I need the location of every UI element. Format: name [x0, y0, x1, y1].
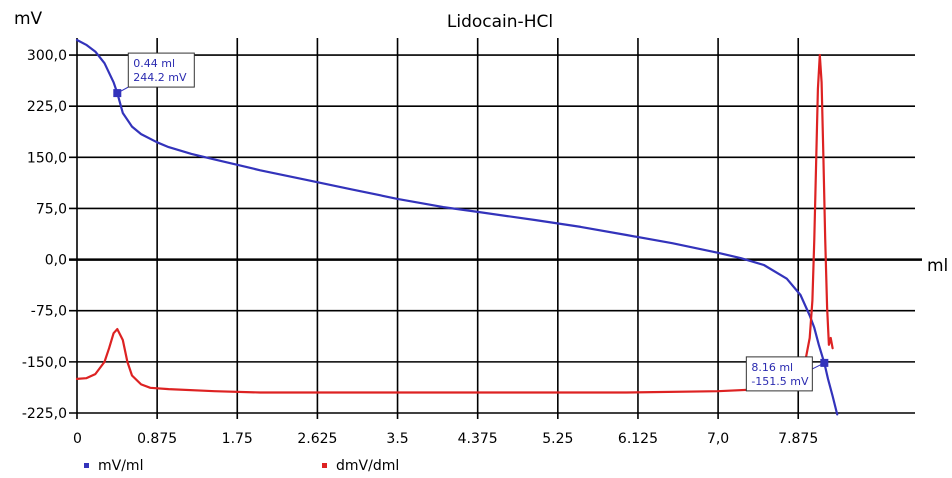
series-line-mv-per-ml	[75, 38, 839, 416]
annotation-leader	[812, 362, 825, 370]
y-tick-label: 150,0	[27, 150, 67, 166]
x-tick-label: 7,0	[707, 431, 729, 447]
series-line-dmv-per-dml	[75, 53, 834, 394]
y-tick-label: -75,0	[31, 304, 67, 320]
legend: mV/ml dmV/dml	[84, 458, 399, 474]
series-layer	[75, 38, 839, 416]
legend-label: mV/ml	[98, 458, 143, 474]
annotation-box	[745, 356, 813, 392]
legend-swatch	[84, 463, 89, 468]
annotation-potential: 244.2 mV	[133, 71, 187, 84]
annotation-volume: 0.44 ml	[133, 57, 175, 70]
x-tick-label: 5.25	[542, 431, 573, 447]
y-tick-label: 75,0	[36, 201, 67, 217]
legend-label: dmV/dml	[336, 458, 399, 474]
annotation-leader	[117, 86, 129, 94]
x-tick-label: 4.375	[458, 431, 498, 447]
legend-swatch	[322, 463, 327, 468]
horizontal-gridlines	[69, 54, 915, 414]
y-tick-label: 300,0	[27, 48, 67, 64]
y-tick-label: 225,0	[27, 99, 67, 115]
x-tick-label: 2.625	[297, 431, 337, 447]
x-axis-unit: ml	[927, 256, 948, 276]
marker-layer	[113, 89, 829, 367]
x-tick-label: 7.875	[778, 431, 818, 447]
x-tick-label: 6.125	[618, 431, 658, 447]
y-tick-label: -150,0	[22, 355, 67, 371]
x-tick-label: 1.75	[222, 431, 253, 447]
y-axis-unit: mV	[14, 9, 43, 29]
x-tick-label: 0.875	[137, 431, 177, 447]
annotation-volume: 8.16 ml	[751, 361, 793, 374]
annotation-potential: -151.5 mV	[751, 375, 809, 388]
x-tick-labels: 0 0.875 1.75 2.625 3.5 4.375 5.25 6.125 7,0 7.875	[73, 431, 818, 447]
vertical-gridlines	[76, 38, 800, 419]
y-tick-label: 0,0	[45, 253, 67, 269]
annotation-box	[127, 52, 195, 88]
chart-title: Lidocain-HCl	[447, 12, 553, 32]
y-tick-label: -225,0	[22, 406, 67, 422]
y-tick-labels: 300,0 225,0 150,0 75,0 0,0 -75,0 -150,0 -225,0	[22, 48, 67, 422]
x-tick-label: 0	[73, 431, 82, 447]
x-tick-label: 3.5	[386, 431, 408, 447]
